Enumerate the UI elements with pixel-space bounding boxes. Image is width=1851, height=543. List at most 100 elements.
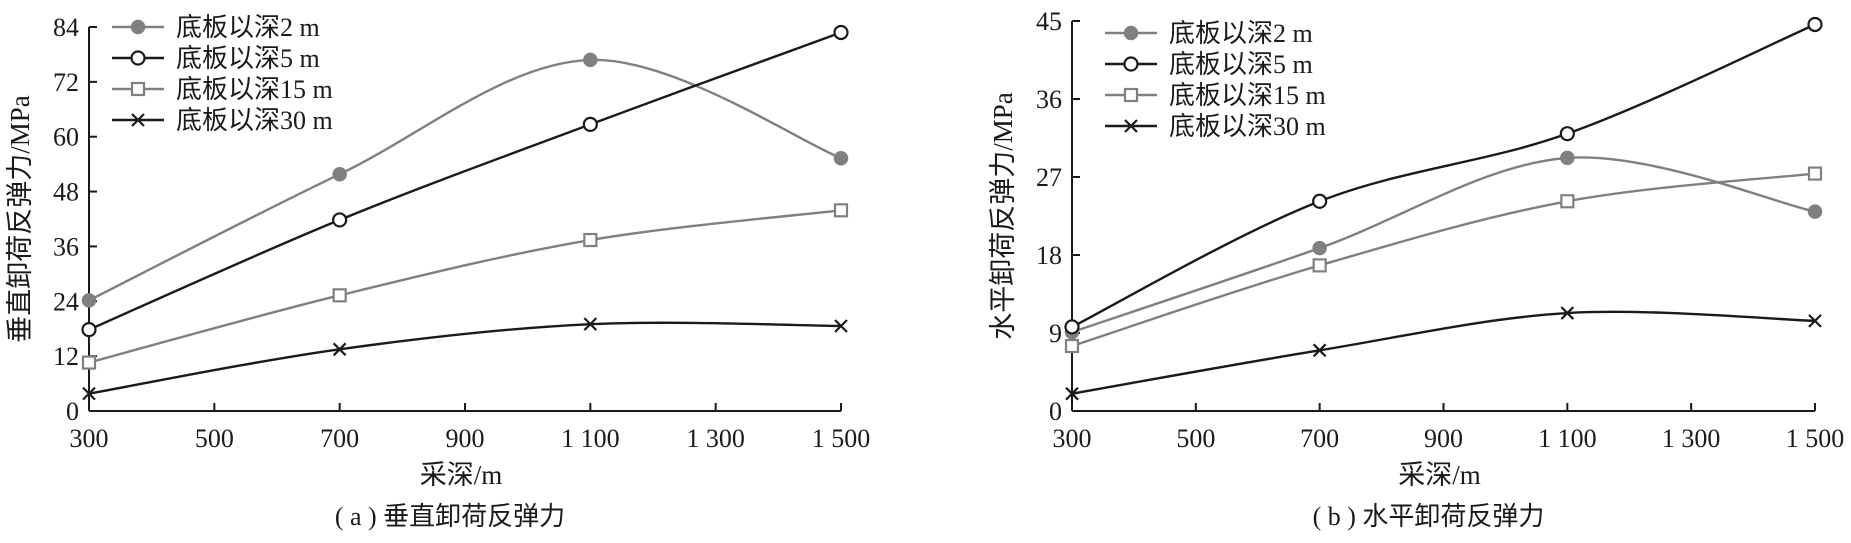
panel-caption: ( a ) 垂直卸荷反弹力 [335,502,565,531]
legend-entry: 底板以深15 m [1169,81,1326,110]
data-point [1064,338,1080,354]
data-point [332,288,347,303]
data-point [332,342,347,357]
legend-entry: 底板以深2 m [1169,19,1313,48]
data-point [332,166,347,182]
x-tick-label: 500 [1176,424,1215,453]
x-axis-title: 采深/m [1398,460,1481,490]
data-point [1560,306,1575,320]
data-point [582,116,598,132]
data-point [583,317,598,331]
y-axis-title: 水平卸荷反弹力/MPa [988,92,1018,340]
y-tick-label: 36 [1036,85,1062,114]
series-1 [81,24,849,338]
series-line [88,31,842,331]
series-0 [1064,150,1823,340]
data-point [833,150,849,166]
data-point [833,203,849,218]
legend-entry: 底板以深5 m [176,44,320,73]
series-1 [1064,16,1823,335]
data-point [833,24,849,41]
data-point [1064,319,1080,335]
series-2 [81,203,849,370]
data-point [81,355,97,370]
series-line [88,58,842,302]
legend-marker [131,113,145,127]
data-point [1807,204,1823,219]
legend-marker [1124,119,1138,133]
legend-marker [1123,87,1139,103]
x-tick-label: 1 100 [561,424,620,453]
x-axis-title: 采深/m [420,460,503,490]
data-point [583,232,598,248]
data-point [1559,126,1575,142]
data-point [834,319,848,333]
legend-entry: 底板以深30 m [1169,112,1326,141]
series-line [1071,23,1816,329]
x-tick-label: 700 [1300,424,1339,453]
x-tick-label: 900 [1424,424,1463,453]
y-tick-label: 24 [53,287,79,316]
data-point [1312,240,1327,256]
legend-entry: 底板以深5 m [1169,50,1313,79]
y-tick-label: 60 [53,123,79,152]
data-point [1560,150,1575,166]
series-line [88,209,842,364]
data-point [1807,16,1823,33]
series-line [1071,156,1816,334]
y-tick-label: 84 [53,13,79,42]
y-tick-label: 18 [1036,241,1062,270]
legend-marker [1123,25,1139,41]
y-tick-label: 9 [1049,319,1062,348]
data-point [332,212,348,228]
series-line [1071,310,1816,395]
x-tick-label: 1 100 [1538,424,1597,453]
x-tick-label: 900 [446,424,485,453]
legend-marker [130,50,146,66]
legend-marker [130,19,146,35]
series-2 [1064,166,1823,354]
data-point [1065,386,1079,401]
y-tick-label: 72 [53,68,79,97]
legend-entry: 底板以深15 m [176,75,333,104]
series-line [88,321,842,395]
legend-marker [1123,56,1139,72]
data-point [1807,166,1823,181]
series-3 [1065,306,1822,401]
y-tick-label: 48 [53,178,79,207]
data-point [1312,193,1328,209]
x-tick-label: 1 300 [1662,424,1721,453]
data-point [1312,343,1327,358]
data-point [82,386,96,401]
series-0 [81,52,849,308]
data-point [81,293,97,308]
chart-panel-a: 300 500 700 900 1 100 1 300 1 500 0 12 24 36 48 60 72… [5,13,870,531]
legend-entry: 底板以深2 m [176,13,320,42]
x-tick-label: 500 [195,424,234,453]
y-tick-label: 36 [53,232,79,261]
x-tick-label: 300 [1053,424,1092,453]
y-tick-label: 12 [53,342,79,371]
series-3 [82,317,848,401]
data-point [1808,314,1822,328]
x-tick-label: 700 [320,424,359,453]
data-point [1560,194,1575,209]
x-tick-label: 300 [70,424,109,453]
y-tick-label: 45 [1036,7,1062,36]
chart-panel-b: 300 500 700 900 1 100 1 300 1 500 0 9 18 27 36 45 采深/… [988,7,1844,531]
legend-entry: 底板以深30 m [176,106,333,135]
legend-marker [130,81,146,97]
data-point [583,52,598,68]
panel-caption: ( b ) 水平卸荷反弹力 [1313,502,1545,531]
y-tick-label: 27 [1036,163,1062,192]
x-tick-label: 1 300 [686,424,745,453]
x-tick-label: 1 500 [812,424,871,453]
y-tick-label: 0 [1049,397,1062,426]
data-point [1312,258,1327,273]
series-line [1071,172,1816,348]
y-axis-title: 垂直卸荷反弹力/MPa [5,95,35,343]
data-point [81,322,97,338]
